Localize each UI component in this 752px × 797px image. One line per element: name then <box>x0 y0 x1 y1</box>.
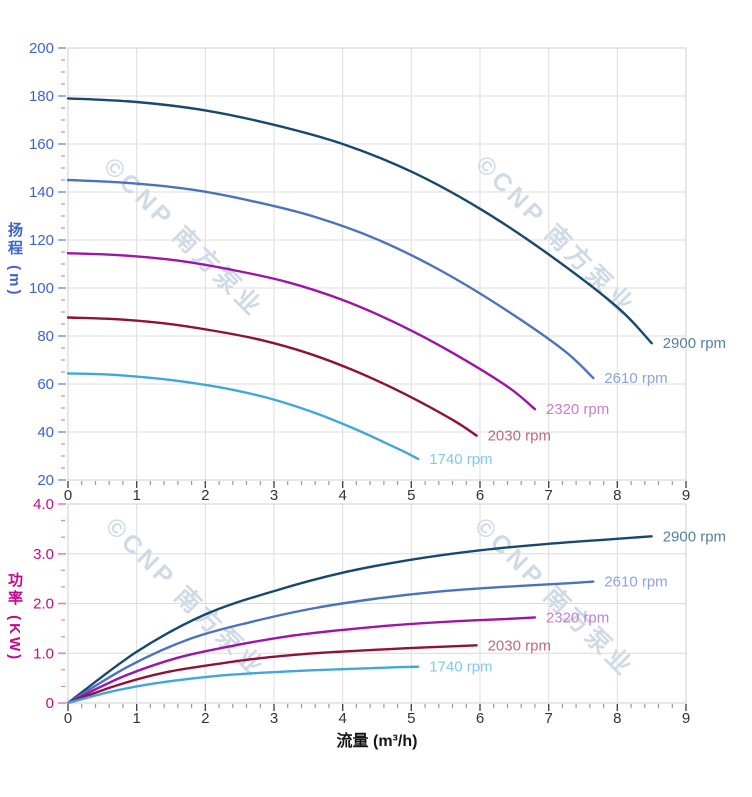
series-label-2320-rpm: 2320 rpm <box>546 401 609 418</box>
y-tick-label: 140 <box>29 184 54 201</box>
y-tick-label: 0 <box>46 695 54 712</box>
x-tick-label: 8 <box>613 487 621 504</box>
x-tick-label: 5 <box>407 487 415 504</box>
series-label-2610-rpm: 2610 rpm <box>604 574 667 591</box>
y-tick-label: 100 <box>29 280 54 297</box>
y-tick-label: 20 <box>37 472 54 489</box>
x-tick-label: 9 <box>682 710 690 727</box>
series-label-2900-rpm: 2900 rpm <box>663 528 726 545</box>
x-tick-label: 1 <box>133 710 141 727</box>
x-tick-label: 1 <box>133 487 141 504</box>
flow-axis-title: 流量 (m³/h) <box>336 733 418 750</box>
x-tick-label: 7 <box>545 710 553 727</box>
curve-2900-rpm <box>66 97 653 345</box>
y-tick-label: 1.0 <box>33 645 54 662</box>
curve-1740-rpm <box>66 372 420 461</box>
curve-2320-rpm <box>66 616 537 705</box>
series-label-2320-rpm: 2320 rpm <box>546 609 609 626</box>
curve-2030-rpm <box>66 316 478 437</box>
x-tick-label: 3 <box>270 710 278 727</box>
curve-2610-rpm <box>66 178 595 380</box>
x-tick-label: 6 <box>476 710 484 727</box>
series-label-2610-rpm: 2610 rpm <box>604 370 667 387</box>
x-tick-label: 3 <box>270 487 278 504</box>
x-tick-label: 0 <box>64 487 72 504</box>
series-label-2030-rpm: 2030 rpm <box>488 637 551 654</box>
curve-2900-rpm <box>66 535 653 705</box>
y-tick-label: 2.0 <box>33 596 54 613</box>
x-tick-label: 9 <box>682 487 690 504</box>
y-tick-label: 4.0 <box>33 496 54 513</box>
y-tick-label: 80 <box>37 328 54 345</box>
x-tick-label: 5 <box>407 710 415 727</box>
x-tick-label: 2 <box>201 487 209 504</box>
x-tick-label: 4 <box>339 710 347 727</box>
plot-border <box>67 503 687 704</box>
x-tick-label: 6 <box>476 487 484 504</box>
y-tick-label: 3.0 <box>33 546 54 563</box>
y-tick-label: 200 <box>29 40 54 57</box>
y-tick-label: 60 <box>37 376 54 393</box>
curve-2030-rpm <box>66 644 478 705</box>
series-label-1740-rpm: 1740 rpm <box>429 451 492 468</box>
x-tick-label: 0 <box>64 710 72 727</box>
x-tick-label: 2 <box>201 710 209 727</box>
y-tick-label: 40 <box>37 424 54 441</box>
x-tick-label: 8 <box>613 710 621 727</box>
y-tick-label: 180 <box>29 88 54 105</box>
y-tick-label: 120 <box>29 232 54 249</box>
curve-2320-rpm <box>66 252 537 411</box>
series-label-1740-rpm: 1740 rpm <box>429 659 492 676</box>
plot-border <box>67 47 687 481</box>
series-label-2900-rpm: 2900 rpm <box>663 335 726 352</box>
curve-1740-rpm <box>66 665 420 705</box>
x-tick-label: 4 <box>339 487 347 504</box>
head-axis-title: 扬程 (m) <box>6 222 23 298</box>
x-tick-label: 7 <box>545 487 553 504</box>
curve-2610-rpm <box>66 580 595 705</box>
y-tick-label: 160 <box>29 136 54 153</box>
series-label-2030-rpm: 2030 rpm <box>488 428 551 445</box>
power-axis-title: 功率 (KW) <box>6 572 23 663</box>
